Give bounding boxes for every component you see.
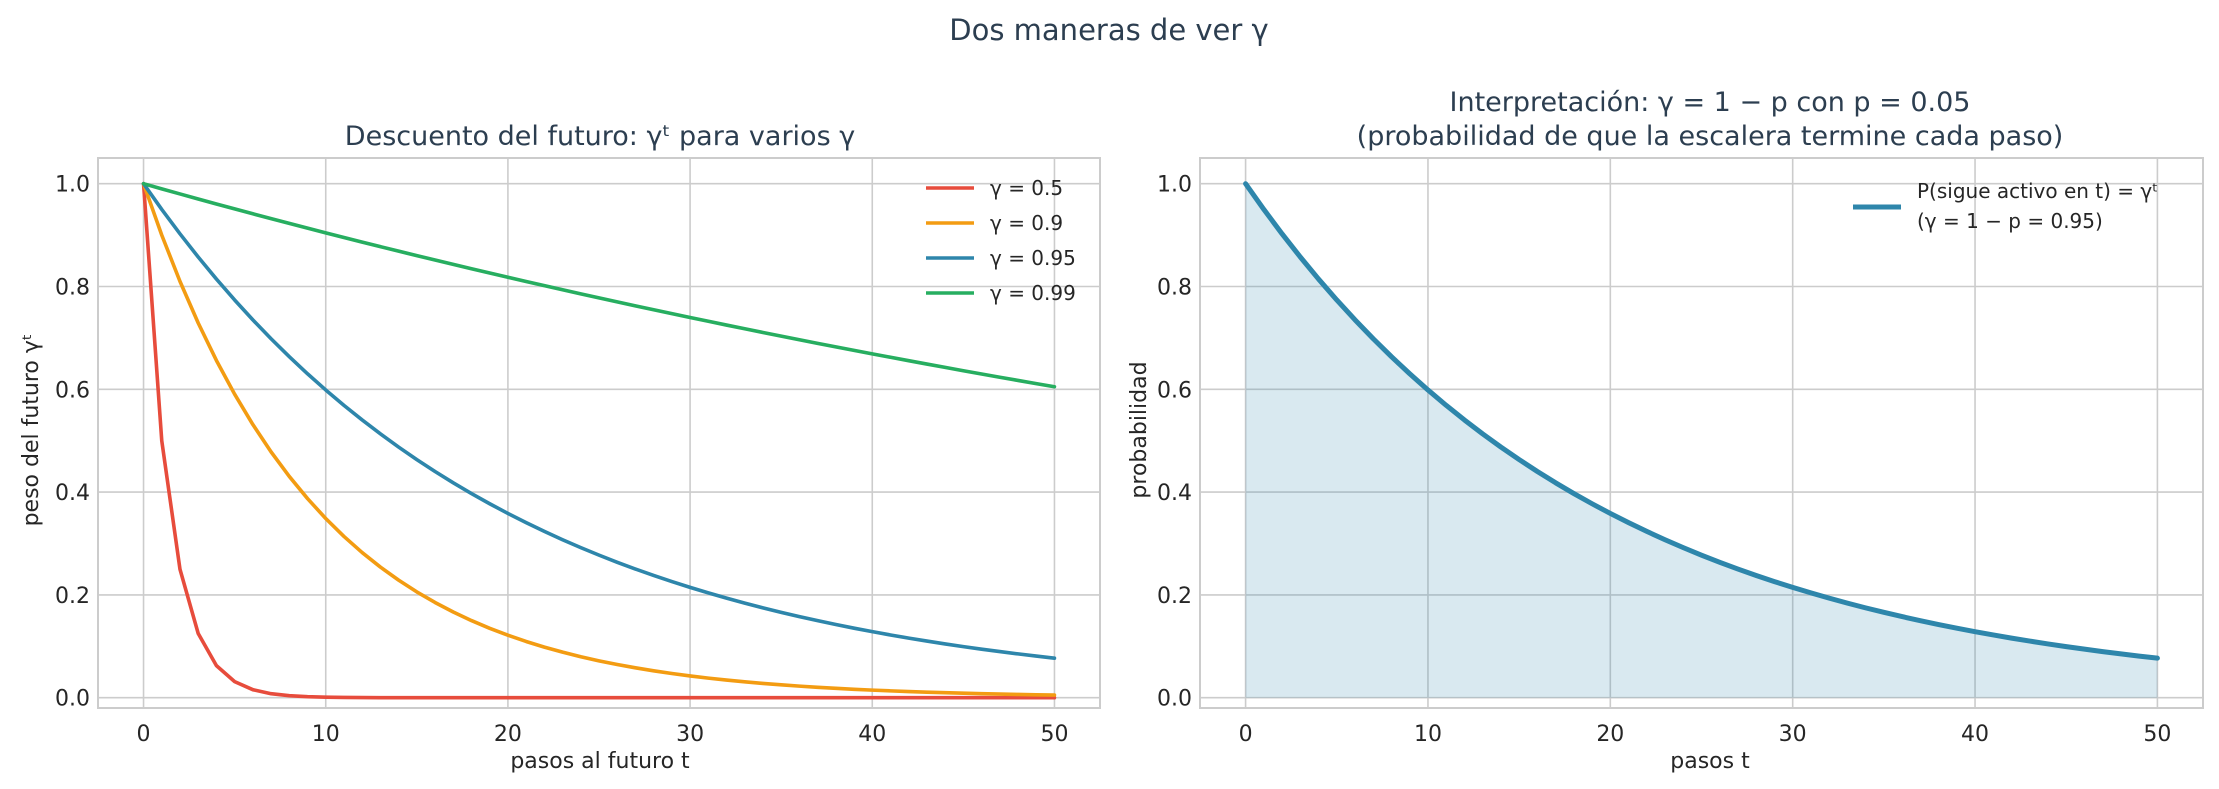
y-tick-label: 0.4 [55, 481, 90, 506]
y-tick-label: 0.6 [55, 378, 90, 403]
x-tick-label: 20 [1596, 722, 1624, 747]
right-series-lines [1243, 181, 2160, 661]
left-x-axis-label: pasos al futuro t [510, 749, 690, 774]
series-line [141, 181, 1057, 660]
right-plot-frame [1199, 157, 2204, 709]
left-y-axis-label: peso del futuro γᵗ [19, 334, 44, 527]
chart-left: Descuento del futuro: γᵗ para varios γ 0… [19, 121, 1101, 774]
y-tick-label: 0.0 [1157, 687, 1192, 712]
x-tick-label: 30 [676, 722, 704, 747]
legend-label: γ = 0.95 [990, 246, 1076, 270]
left-grid [98, 158, 1100, 708]
left-chart-title: Descuento del futuro: γᵗ para varios γ [345, 121, 855, 152]
y-tick-label: 0.0 [55, 687, 90, 712]
y-tick-label: 0.8 [1157, 276, 1192, 301]
series-line [141, 181, 1057, 389]
y-tick-label: 0.2 [1157, 584, 1192, 609]
x-tick-label: 0 [137, 722, 151, 747]
legend-label: (γ = 1 − p = 0.95) [1917, 209, 2103, 233]
left-x-ticks: 0 10 20 30 40 50 [137, 722, 1069, 747]
x-tick-label: 30 [1779, 722, 1807, 747]
series-line [141, 181, 1057, 697]
x-tick-label: 10 [1414, 722, 1442, 747]
y-tick-label: 0.6 [1157, 378, 1192, 403]
y-tick-label: 0.2 [55, 584, 90, 609]
right-chart-title-line1: Interpretación: γ = 1 − p con p = 0.05 [1450, 87, 1971, 118]
legend-label: P(sigue activo en t) = γᵗ [1917, 179, 2158, 203]
legend-label: γ = 0.5 [990, 176, 1063, 200]
right-y-ticks: 0.0 0.2 0.4 0.6 0.8 1.0 [1157, 173, 1192, 712]
right-x-ticks: 0 10 20 30 40 50 [1239, 722, 2172, 747]
left-plot-frame [97, 157, 1101, 709]
left-y-ticks: 0.0 0.2 0.4 0.6 0.8 1.0 [55, 173, 90, 712]
y-tick-label: 0.8 [55, 276, 90, 301]
x-tick-label: 0 [1239, 722, 1253, 747]
right-x-axis-label: pasos t [1670, 749, 1750, 774]
series-line [141, 181, 1057, 700]
chart-right: Interpretación: γ = 1 − p con p = 0.05 (… [1127, 87, 2204, 774]
right-legend: P(sigue activo en t) = γᵗ (γ = 1 − p = 0.… [1853, 179, 2158, 233]
series-line [1243, 181, 2160, 661]
x-tick-label: 10 [312, 722, 340, 747]
right-chart-title-line2: (probabilidad de que la escalera termine… [1357, 121, 2064, 152]
figure-suptitle: Dos maneras de ver γ [949, 13, 1268, 47]
y-tick-label: 1.0 [55, 173, 90, 198]
right-y-axis-label: probabilidad [1127, 361, 1152, 498]
x-tick-label: 40 [1961, 722, 1989, 747]
y-tick-label: 0.4 [1157, 481, 1192, 506]
x-tick-label: 20 [494, 722, 522, 747]
left-legend: γ = 0.5 γ = 0.9 γ = 0.95 γ = 0.99 [926, 176, 1076, 305]
area-fill [1245, 183, 2158, 698]
x-tick-label: 50 [1040, 722, 1068, 747]
legend-label: γ = 0.99 [990, 281, 1076, 305]
legend-label: γ = 0.9 [990, 211, 1063, 235]
y-tick-label: 1.0 [1157, 173, 1192, 198]
x-tick-label: 50 [2143, 722, 2171, 747]
right-grid [1200, 158, 2203, 708]
x-tick-label: 40 [858, 722, 886, 747]
left-series-lines [141, 181, 1057, 700]
right-area-fill [1245, 183, 2158, 698]
